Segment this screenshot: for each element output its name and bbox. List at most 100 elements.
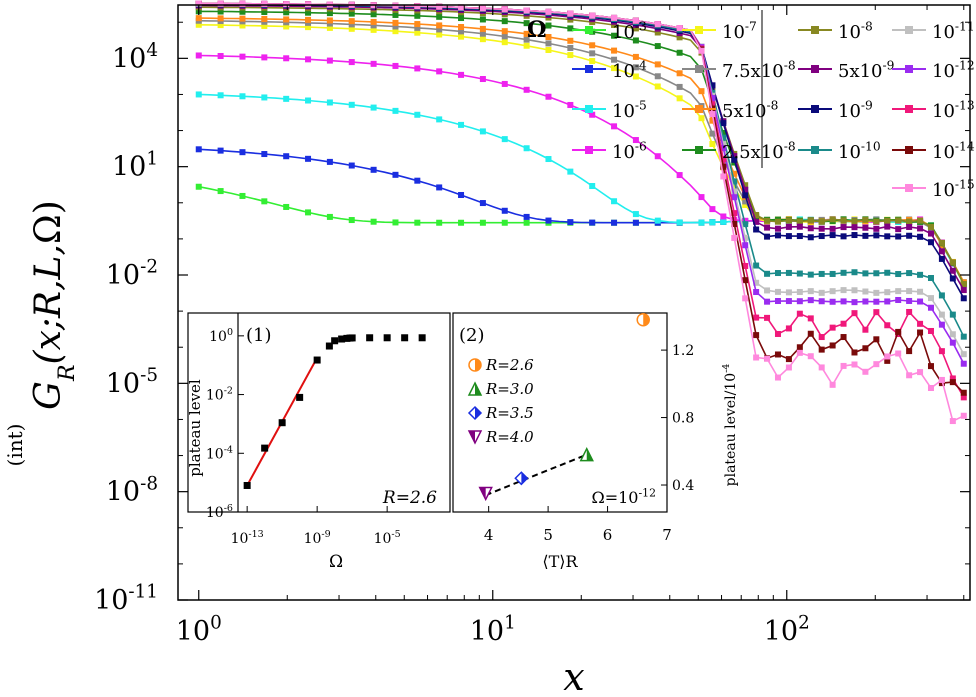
series-point-10-10: [742, 221, 749, 228]
series-point-5x10-9: [764, 224, 771, 231]
legend-item-10-5: 10-5: [572, 98, 647, 122]
inset-1-y-tick-label: 10-6: [206, 503, 233, 521]
marker-fill: [475, 359, 481, 371]
series-point-10-4: [370, 166, 377, 173]
series-point-10-6: [654, 153, 661, 160]
series-point-10-8: [654, 29, 661, 36]
series-point-10-4: [589, 219, 596, 226]
legend-item-10-4: 10-4: [572, 58, 647, 82]
series-point-2.5x10-8: [654, 43, 661, 50]
series-point-10-3: [370, 218, 377, 225]
series-point-10-6: [414, 65, 421, 72]
inset-2-x-tick-label: 7: [662, 526, 672, 544]
series-line-10-6: [198, 54, 965, 283]
series-point-7.5x10-8: [348, 21, 355, 28]
inset-2-background: [452, 312, 668, 513]
series-point-7.5x10-8: [589, 50, 596, 57]
series-10-12: [195, 0, 967, 367]
legend-item-5x10-9: 5x10-9: [798, 58, 894, 82]
series-point-7.5x10-8: [479, 30, 486, 37]
series-point-10-8: [884, 217, 891, 224]
marker-fill: [643, 313, 650, 326]
legend-item-10-14: 10-14: [892, 139, 975, 163]
y-axis-label: GR(x;R,L,Ω)(int): [3, 200, 80, 466]
inset-2-legend-item-R=4.0: R=4.0: [467, 428, 534, 446]
legend-swatch-marker: [811, 146, 819, 154]
series-point-10-4: [414, 177, 421, 184]
series-point-10-10: [873, 270, 880, 277]
inset-2-panel-label: (2): [459, 325, 485, 346]
series-point-10-11: [785, 289, 792, 296]
series-point-10-9: [807, 234, 814, 241]
series-point-10-4: [283, 153, 290, 160]
series-point-10-4: [326, 158, 333, 165]
series-point-10-10: [753, 262, 760, 269]
inset-1-background: [187, 312, 451, 513]
series-point-10-6: [348, 59, 355, 66]
series-point-10-4: [195, 146, 202, 153]
series-10-6: [195, 52, 967, 286]
series-point-7.5x10-8: [392, 23, 399, 30]
series-point-10-14: [873, 336, 880, 343]
series-point-5x10-8: [261, 15, 268, 22]
legend-swatch-marker: [695, 146, 703, 154]
series-point-10-15: [239, 0, 246, 7]
series-point-10-8: [960, 281, 967, 288]
series-point-2.5x10-8: [720, 129, 727, 136]
series-point-10-3: [261, 198, 268, 205]
series-point-10-13: [807, 315, 814, 322]
series-point-5x10-9: [960, 287, 967, 294]
series-point-10-7: [632, 73, 639, 80]
series-point-2.5x10-8: [523, 20, 530, 27]
inset-1-point: [325, 342, 333, 350]
series-point-10-15: [774, 374, 781, 381]
series-point-10-12: [917, 298, 924, 305]
series-point-7.5x10-8: [414, 24, 421, 31]
series-point-5x10-8: [545, 34, 552, 41]
series-point-10-12: [862, 298, 869, 305]
series-point-10-15: [654, 21, 661, 28]
series-point-5x10-8: [326, 17, 333, 24]
series-point-7.5x10-8: [632, 64, 639, 71]
series-point-7.5x10-8: [709, 130, 716, 137]
series-point-7.5x10-8: [501, 33, 508, 40]
legend-label: 5x10-9: [838, 58, 894, 82]
series-point-5x10-9: [796, 223, 803, 230]
legend-swatch-marker: [695, 105, 703, 113]
series-point-7.5x10-8: [676, 83, 683, 90]
inset-1-y-tick-label: 10-2: [206, 386, 233, 404]
series-point-10-6: [698, 194, 705, 201]
series-point-5x10-9: [938, 248, 945, 255]
series-point-10-15: [501, 6, 508, 13]
inset-1-point: [261, 444, 269, 452]
series-point-10-12: [938, 321, 945, 328]
series-point-10-15: [436, 3, 443, 10]
series-point-10-4: [239, 149, 246, 156]
inset-1-point: [366, 334, 374, 342]
legend-item-10-15: 10-15: [892, 177, 975, 201]
series-point-10-11: [938, 311, 945, 318]
series-point-10-15: [611, 14, 618, 21]
marker-fill: [469, 431, 475, 443]
series-point-7.5x10-8: [370, 22, 377, 29]
series-point-10-9: [949, 275, 956, 282]
series-point-10-12: [807, 297, 814, 304]
series-point-10-6: [501, 80, 508, 87]
series-point-10-7: [414, 29, 421, 36]
series-point-10-12: [818, 298, 825, 305]
series-point-10-15: [195, 0, 202, 7]
series-point-10-9: [764, 233, 771, 240]
series-point-10-6: [523, 86, 530, 93]
series-point-10-4: [436, 184, 443, 191]
series-point-10-6: [458, 71, 465, 78]
series-point-10-11: [840, 287, 847, 294]
series-point-10-11: [774, 288, 781, 295]
legend-swatch-marker: [905, 26, 913, 34]
legend-item-10-10: 10-10: [798, 139, 881, 163]
series-point-2.5x10-8: [239, 8, 246, 15]
series-point-5x10-8: [458, 24, 465, 31]
series-point-10-13: [720, 156, 727, 163]
series-point-5x10-8: [676, 70, 683, 77]
series-point-5x10-9: [807, 225, 814, 232]
series-point-10-12: [851, 299, 858, 306]
